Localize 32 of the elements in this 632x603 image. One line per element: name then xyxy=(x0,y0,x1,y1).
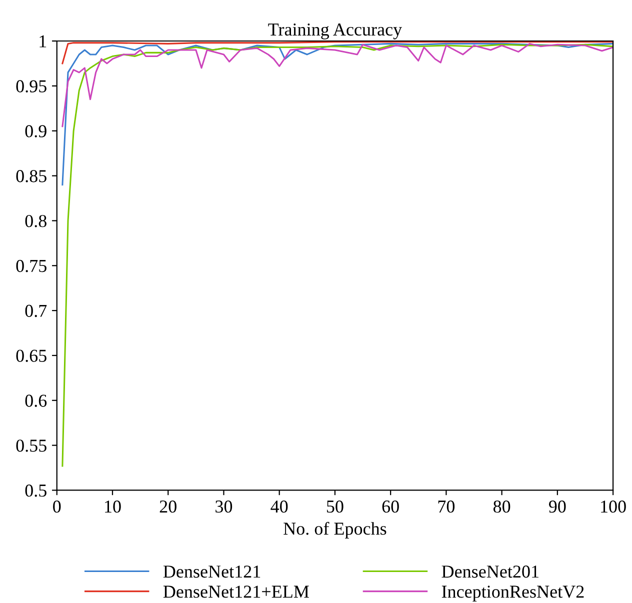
x-tick-label: 100 xyxy=(601,500,626,513)
legend-label: DenseNet121 xyxy=(163,566,260,578)
x-tick-label: 40 xyxy=(270,500,288,513)
y-tick-label: 0.8 xyxy=(25,214,46,228)
x-tick-label: 70 xyxy=(438,500,455,513)
chart-title: Training Accuracy xyxy=(268,23,402,40)
legend-label: InceptionResNetV2 xyxy=(442,586,584,602)
x-tick-label: 30 xyxy=(216,500,232,513)
y-tick-label: 1 xyxy=(40,35,46,48)
y-tick-label: 0.95 xyxy=(16,80,46,92)
y-tick-label: 0.55 xyxy=(16,440,46,452)
y-tick-label: 0.7 xyxy=(25,304,47,318)
x-tick-label: 20 xyxy=(160,500,176,513)
line-series xyxy=(62,44,614,467)
legend-label: DenseNet201 xyxy=(442,566,538,578)
y-tick-label: 0.5 xyxy=(25,484,46,497)
x-tick-label: 10 xyxy=(105,500,121,513)
y-tick-label: 0.6 xyxy=(25,394,47,407)
legend-label: DenseNet121+ELM xyxy=(163,586,309,598)
y-tick-label: 0.9 xyxy=(25,125,46,138)
line-series xyxy=(62,41,614,64)
y-tick-label: 0.65 xyxy=(16,350,46,362)
x-axis-title: No. of Epochs xyxy=(284,522,386,538)
x-tick-label: 60 xyxy=(382,500,399,513)
x-tick-label: 80 xyxy=(493,500,510,513)
y-tick-label: 0.75 xyxy=(16,260,46,272)
x-tick-label: 90 xyxy=(548,500,566,513)
y-tick-label: 0.85 xyxy=(16,170,46,182)
line-series xyxy=(62,42,614,128)
line-series xyxy=(62,42,614,186)
x-tick-label: 0 xyxy=(53,500,61,513)
x-tick-label: 50 xyxy=(326,500,344,513)
